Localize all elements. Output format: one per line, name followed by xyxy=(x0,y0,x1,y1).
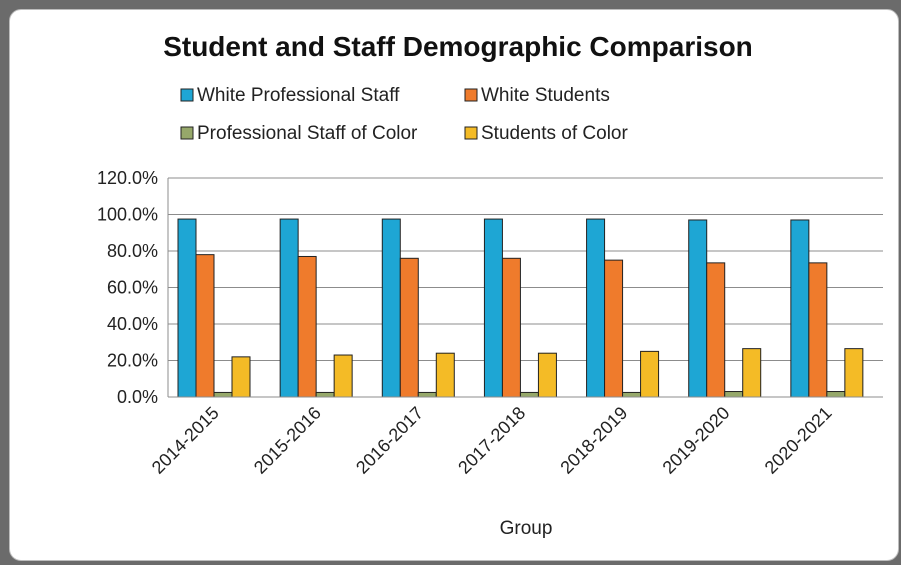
y-tick-label: 80.0% xyxy=(107,241,158,261)
legend: White Professional Staff White Students Pr… xyxy=(180,85,628,144)
bar-professional-staff-of-color-2019-2020 xyxy=(724,391,744,398)
x-tick-label: 2015-2016 xyxy=(250,403,325,478)
bar-professional-staff-of-color-2017-2018 xyxy=(519,391,539,398)
bar-white-students-2020-2021 xyxy=(808,262,828,398)
gridlines xyxy=(168,177,883,361)
chart-canvas: Student and Staff Demographic Comparison… xyxy=(97,31,883,539)
legend-swatch xyxy=(464,88,478,102)
bar-professional-staff-of-color-2014-2015 xyxy=(213,391,233,398)
bar-white-students-2014-2015 xyxy=(195,254,215,398)
bar-white-professional-staff-2017-2018 xyxy=(483,218,503,398)
legend-swatch xyxy=(180,88,194,102)
bar-white-students-2017-2018 xyxy=(501,257,521,398)
bar-white-professional-staff-2018-2019 xyxy=(586,218,606,398)
bar-students-of-color-2020-2021 xyxy=(844,348,864,398)
y-tick-label: 120.0% xyxy=(97,168,158,188)
bar-white-students-2016-2017 xyxy=(399,257,419,398)
bars xyxy=(177,218,864,398)
x-tick-label: 2018-2019 xyxy=(556,403,631,478)
y-axis-ticks: 0.0% 20.0% 40.0% 60.0% 80.0% 100.0% 120.0% xyxy=(97,168,158,407)
y-tick-label: 60.0% xyxy=(107,278,158,298)
x-tick-label: 2017-2018 xyxy=(454,403,529,478)
x-tick-label: 2016-2017 xyxy=(352,403,427,478)
x-tick-label: 2019-2020 xyxy=(659,403,734,478)
bar-students-of-color-2019-2020 xyxy=(742,348,762,398)
legend-label: White Professional Staff xyxy=(197,85,400,106)
bar-white-professional-staff-2019-2020 xyxy=(688,219,708,398)
chart-card: Student and Staff Demographic Comparison… xyxy=(9,9,899,561)
bar-white-professional-staff-2016-2017 xyxy=(381,218,401,398)
x-axis-title: Group xyxy=(500,518,553,539)
legend-swatch xyxy=(180,126,194,140)
bar-students-of-color-2017-2018 xyxy=(537,352,557,398)
y-tick-label: 100.0% xyxy=(97,205,158,225)
y-tick-label: 40.0% xyxy=(107,314,158,334)
bar-professional-staff-of-color-2016-2017 xyxy=(417,391,437,398)
axes xyxy=(167,178,883,398)
bar-white-professional-staff-2015-2016 xyxy=(279,218,299,398)
x-tick-label: 2014-2015 xyxy=(148,403,223,478)
legend-label: Professional Staff of Color xyxy=(197,123,418,144)
bar-white-students-2019-2020 xyxy=(706,262,726,398)
y-tick-label: 20.0% xyxy=(107,351,158,371)
y-tick-label: 0.0% xyxy=(117,387,158,407)
bar-white-professional-staff-2020-2021 xyxy=(790,219,810,398)
legend-label: Students of Color xyxy=(481,123,628,144)
bar-white-students-2018-2019 xyxy=(604,259,624,398)
bar-professional-staff-of-color-2018-2019 xyxy=(622,391,642,398)
bar-professional-staff-of-color-2015-2016 xyxy=(315,391,335,398)
bar-students-of-color-2016-2017 xyxy=(435,352,455,398)
bar-students-of-color-2018-2019 xyxy=(640,350,660,398)
bar-students-of-color-2015-2016 xyxy=(333,354,353,398)
bar-white-students-2015-2016 xyxy=(297,255,317,398)
chart-title: Student and Staff Demographic Comparison xyxy=(163,31,753,62)
bar-white-professional-staff-2014-2015 xyxy=(177,218,197,398)
bar-professional-staff-of-color-2020-2021 xyxy=(826,391,846,398)
x-axis-ticks: 2014-2015 2015-2016 2016-2017 2017-2018 2018… xyxy=(148,403,836,478)
x-tick-label: 2020-2021 xyxy=(761,403,836,478)
bar-students-of-color-2014-2015 xyxy=(231,356,251,398)
legend-label: White Students xyxy=(481,85,610,106)
legend-swatch xyxy=(464,126,478,140)
